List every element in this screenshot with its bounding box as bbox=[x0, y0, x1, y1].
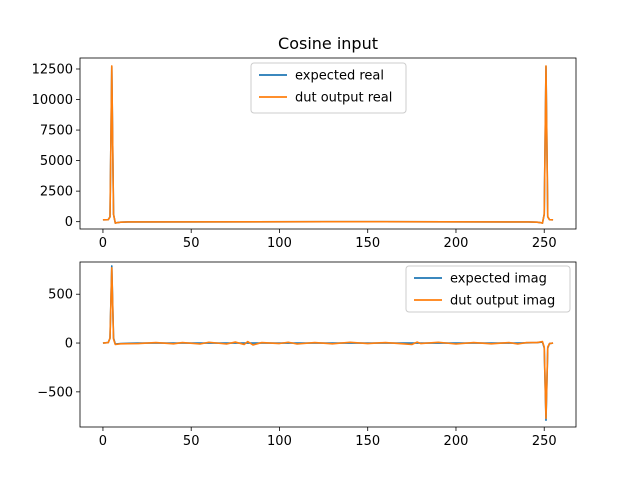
legend-real: expected real dut output real bbox=[250, 62, 407, 114]
x-tick-label: 50 bbox=[183, 236, 200, 251]
x-tick-label: 150 bbox=[355, 236, 380, 251]
ticks-imag: 0 50 100 150 200 250 −500 0 500 bbox=[37, 288, 556, 449]
legend-label: expected real bbox=[295, 69, 384, 84]
y-tick-label: 10000 bbox=[32, 93, 73, 108]
y-tick-label: 0 bbox=[65, 215, 73, 230]
legend-box bbox=[250, 62, 407, 114]
x-tick-label: 50 bbox=[183, 434, 200, 449]
y-tick-label: 0 bbox=[65, 337, 73, 352]
y-tick-label: −500 bbox=[37, 385, 73, 400]
y-tick-label: 2500 bbox=[40, 185, 73, 200]
series-layer-imag bbox=[102, 265, 554, 421]
x-tick-label: 200 bbox=[444, 434, 469, 449]
series-line-real-dut bbox=[102, 65, 554, 224]
legend-imag: expected imag dut output imag bbox=[405, 265, 571, 313]
x-tick-label: 0 bbox=[99, 236, 107, 251]
y-tick-label: 500 bbox=[48, 288, 73, 303]
x-tick-label: 150 bbox=[355, 434, 380, 449]
x-tick-label: 250 bbox=[532, 236, 557, 251]
y-tick-label: 12500 bbox=[32, 62, 73, 77]
x-tick-label: 100 bbox=[267, 434, 292, 449]
series-layer-real bbox=[102, 65, 554, 224]
series-line-imag-dut bbox=[102, 267, 554, 420]
x-tick-label: 0 bbox=[99, 434, 107, 449]
x-tick-label: 200 bbox=[444, 236, 469, 251]
legend-label: dut output real bbox=[295, 91, 392, 106]
legend-label: dut output imag bbox=[450, 294, 555, 309]
x-tick-label: 100 bbox=[267, 236, 292, 251]
axes-frame-real bbox=[79, 57, 577, 230]
legend-box bbox=[405, 265, 571, 313]
y-tick-label: 5000 bbox=[40, 154, 73, 169]
subplot-imag: 0 50 100 150 200 250 −500 0 500 expected imag dut… bbox=[37, 261, 577, 449]
x-tick-label: 250 bbox=[532, 434, 557, 449]
chart-title: Cosine input bbox=[278, 34, 378, 53]
y-tick-label: 7500 bbox=[40, 124, 73, 139]
legend-label: expected imag bbox=[450, 272, 547, 287]
axes-frame-imag bbox=[79, 261, 577, 428]
